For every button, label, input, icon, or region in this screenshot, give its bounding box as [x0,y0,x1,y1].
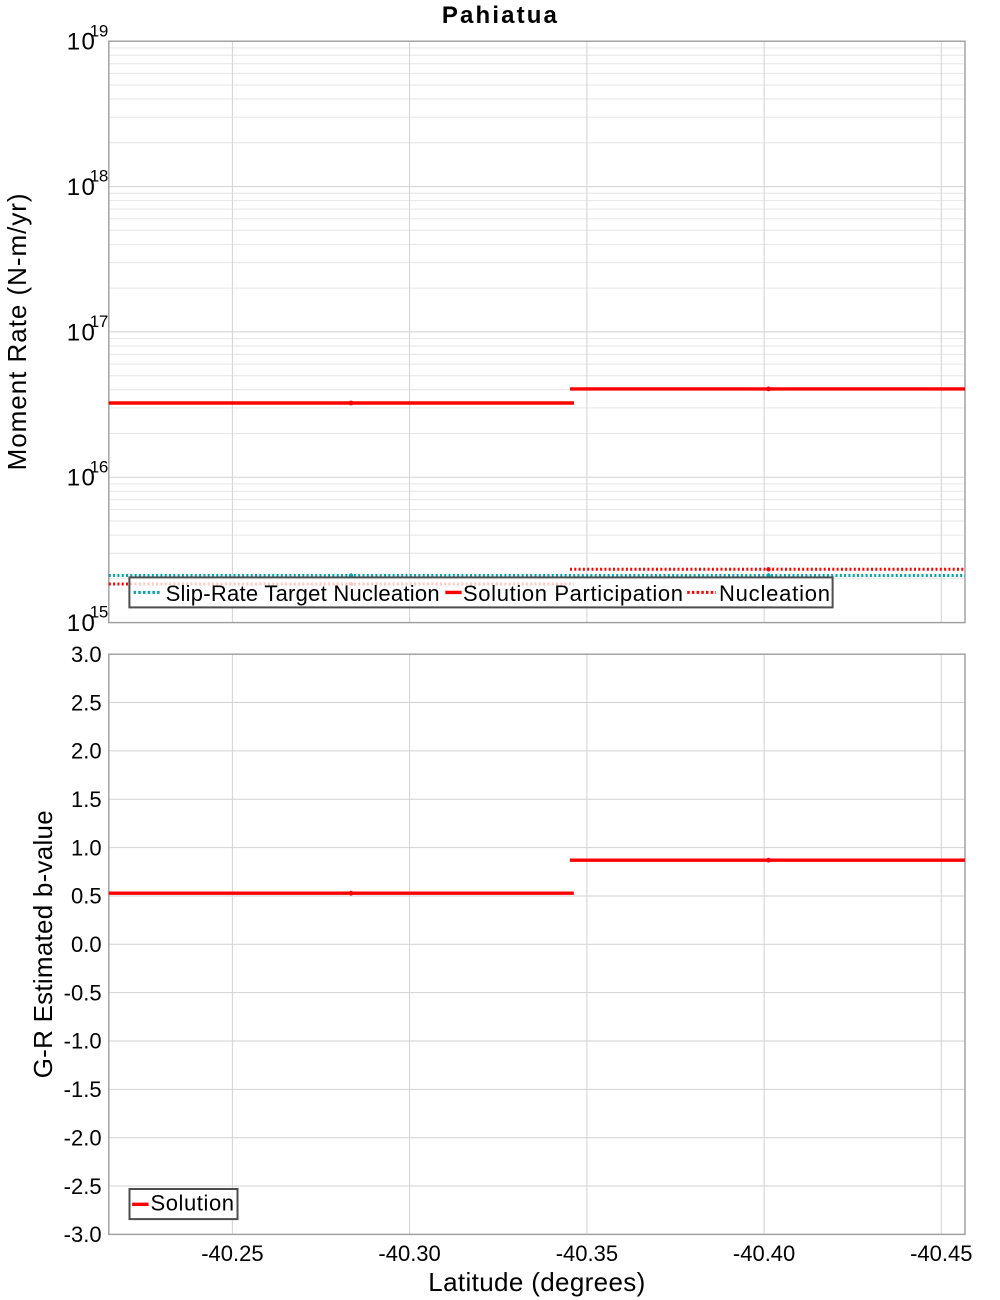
svg-text:10: 10 [67,174,95,201]
svg-text:2.0: 2.0 [71,739,102,764]
svg-text:-0.5: -0.5 [64,980,102,1005]
svg-text:Nucleation: Nucleation [719,581,830,606]
svg-text:18: 18 [90,167,109,186]
svg-text:-2.0: -2.0 [64,1125,102,1150]
svg-text:19: 19 [90,21,109,40]
svg-text:10: 10 [67,465,95,492]
svg-text:16: 16 [90,457,109,476]
svg-text:2.5: 2.5 [71,690,102,715]
svg-text:1.5: 1.5 [71,787,102,812]
svg-text:Latitude (degrees): Latitude (degrees) [428,1267,645,1297]
svg-text:-40.30: -40.30 [378,1241,440,1266]
svg-text:10: 10 [67,610,95,637]
svg-text:-40.45: -40.45 [910,1241,972,1266]
svg-text:G-R Estimated b-value: G-R Estimated b-value [28,810,58,1078]
svg-text:Solution Participation: Solution Participation [463,581,683,606]
svg-text:10: 10 [67,319,95,346]
svg-text:Solution: Solution [151,1191,235,1216]
svg-text:-40.40: -40.40 [733,1241,795,1266]
svg-text:3.0: 3.0 [71,642,102,667]
svg-text:-3.0: -3.0 [64,1222,102,1247]
svg-text:17: 17 [90,312,109,331]
svg-text:-2.5: -2.5 [64,1174,102,1199]
svg-text:10: 10 [67,29,95,56]
svg-text:Moment Rate (N-m/yr): Moment Rate (N-m/yr) [2,193,32,470]
svg-text:15: 15 [90,603,109,622]
svg-text:Slip-Rate Target Nucleation: Slip-Rate Target Nucleation [166,581,440,606]
svg-text:-40.35: -40.35 [556,1241,618,1266]
svg-text:-40.25: -40.25 [201,1241,263,1266]
svg-text:0.0: 0.0 [71,932,102,957]
svg-text:0.5: 0.5 [71,884,102,909]
svg-text:-1.5: -1.5 [64,1077,102,1102]
svg-text:-1.0: -1.0 [64,1029,102,1054]
svg-text:1.0: 1.0 [71,835,102,860]
